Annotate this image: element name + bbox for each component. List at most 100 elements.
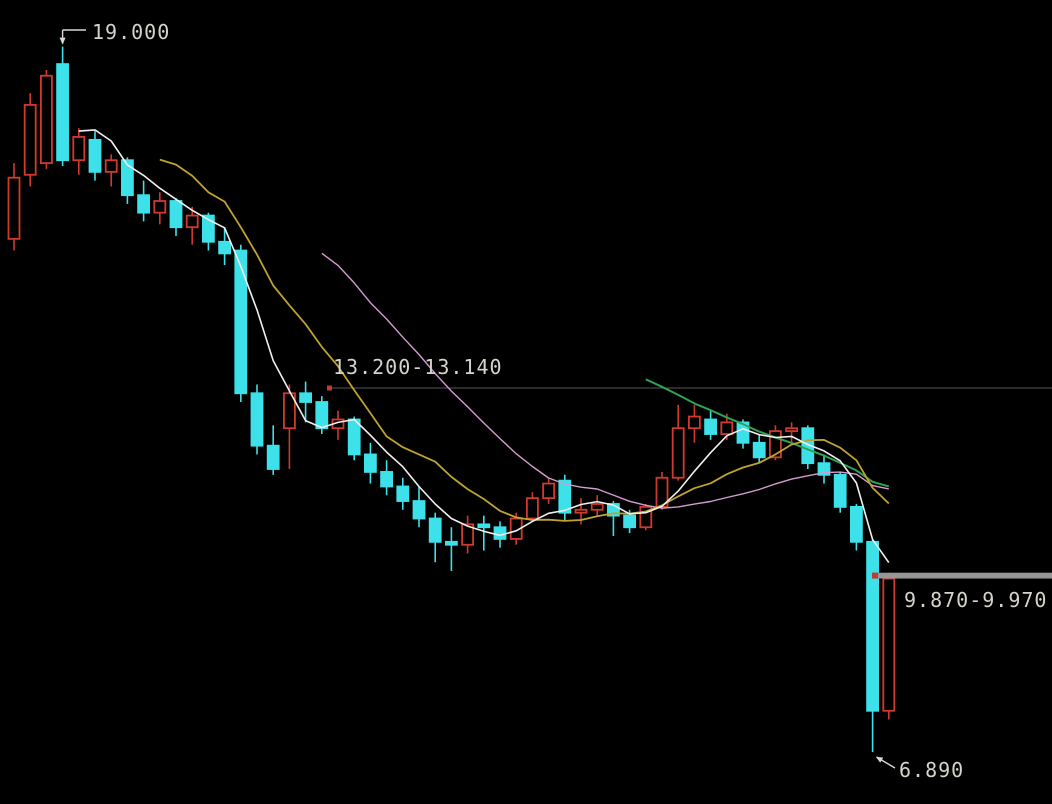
candle <box>526 492 539 522</box>
candle-body <box>882 577 896 712</box>
candle <box>412 486 426 528</box>
candle-body <box>850 505 863 543</box>
candle <box>639 503 653 531</box>
candle-body <box>396 485 410 502</box>
candle-body <box>542 482 555 500</box>
current-price-band <box>876 572 1052 579</box>
band-label: 9.870-9.970 <box>904 588 1047 612</box>
candle-body <box>639 505 653 529</box>
high-label: 19.000 <box>92 20 170 44</box>
candle-body <box>363 453 377 473</box>
candle-body <box>282 392 296 430</box>
candle-body <box>380 471 394 488</box>
candle <box>785 422 798 443</box>
grid-layer <box>327 385 1052 391</box>
candle-body <box>444 540 458 546</box>
candle <box>7 163 21 251</box>
candle-body <box>817 462 831 476</box>
candle <box>104 154 118 187</box>
candle <box>266 425 280 475</box>
candle <box>688 404 701 443</box>
candle <box>153 192 167 225</box>
level-label: 13.200-13.140 <box>333 355 503 379</box>
candle-body <box>769 430 782 459</box>
candle-body <box>688 415 701 430</box>
candle-body <box>428 517 442 543</box>
candle-body <box>234 249 248 395</box>
candle-body <box>752 441 766 459</box>
candle <box>671 404 685 481</box>
annotations-layer: 19.000 13.200-13.140 9.870-9.970 6.890 <box>59 20 1047 782</box>
candle <box>833 471 847 513</box>
candle-body <box>72 136 86 162</box>
candle-body <box>347 418 361 456</box>
low-label: 6.890 <box>899 758 964 782</box>
candle-body <box>137 194 151 214</box>
candle <box>850 503 863 551</box>
candle <box>185 206 199 245</box>
price-band-layer <box>872 572 1052 579</box>
candle <box>234 244 248 402</box>
ma10-line <box>159 158 890 522</box>
candle-body <box>607 503 620 517</box>
candle <box>282 384 296 469</box>
candle <box>137 180 151 222</box>
candle <box>396 477 410 510</box>
candle-body <box>574 508 588 514</box>
candle <box>363 442 377 484</box>
candle-body <box>785 427 798 433</box>
ma40-line <box>645 378 890 488</box>
candle-body <box>315 401 329 430</box>
candle <box>201 212 215 251</box>
ma-lines-layer <box>78 129 890 564</box>
candle <box>72 128 86 175</box>
candle-body <box>250 392 264 447</box>
candle-body <box>218 240 232 255</box>
candle <box>542 477 555 504</box>
candle-body <box>720 421 734 435</box>
candle <box>380 460 394 496</box>
candle-body <box>299 392 313 403</box>
candles-layer <box>7 46 896 753</box>
candle <box>428 512 442 563</box>
gridline-anchor-dot <box>327 385 332 391</box>
candle-body <box>201 214 215 243</box>
candle-body <box>23 103 37 176</box>
candle-body <box>412 500 426 520</box>
candle <box>169 198 183 236</box>
candle-body <box>509 517 523 540</box>
candle-body <box>104 159 118 173</box>
candle <box>801 425 815 469</box>
candle-body <box>801 427 815 465</box>
candle-body <box>623 514 636 529</box>
candle-body <box>590 503 604 511</box>
candle <box>40 69 53 169</box>
candle-body <box>40 74 53 165</box>
candle-body <box>56 63 69 162</box>
candle <box>461 515 475 554</box>
candle-body <box>477 523 491 529</box>
candle <box>704 410 717 440</box>
candle <box>752 434 766 464</box>
candle-body <box>736 421 750 444</box>
candle-body <box>121 159 134 197</box>
candle <box>866 538 879 753</box>
candle <box>250 384 264 455</box>
candle-body <box>866 540 879 712</box>
candle-body <box>169 200 183 229</box>
candle <box>607 501 620 536</box>
candle-body <box>493 526 507 540</box>
candle <box>88 131 102 181</box>
candle <box>882 572 896 720</box>
candle-body <box>185 214 199 229</box>
candle <box>218 227 232 266</box>
band-anchor-dot <box>872 572 878 579</box>
candle-body <box>704 418 717 435</box>
candle-body <box>153 200 167 214</box>
candle-body <box>671 427 685 479</box>
ma5-line <box>78 129 890 564</box>
low-label-leader <box>875 756 896 769</box>
candle <box>23 93 37 187</box>
